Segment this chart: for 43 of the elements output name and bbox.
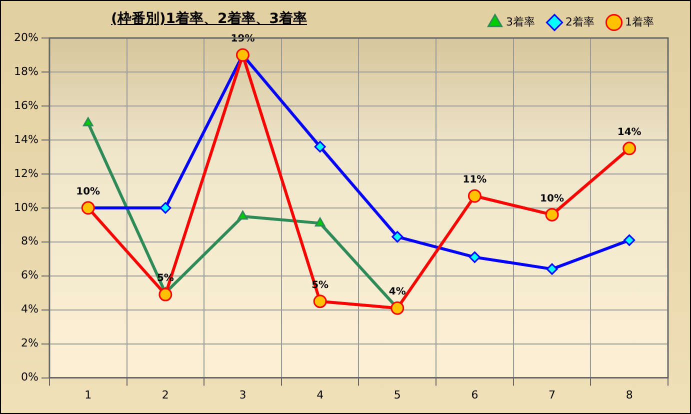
y-tick-label: 2%	[20, 336, 38, 350]
x-tick-label: 7	[548, 388, 556, 402]
y-tick-label: 20%	[14, 30, 38, 44]
x-tick-label: 1	[84, 388, 92, 402]
x-tick-label: 2	[162, 388, 169, 402]
legend-label: 2着率	[566, 15, 595, 28]
x-tick-label: 3	[239, 388, 246, 402]
x-tick-label: 6	[471, 388, 478, 402]
point	[314, 140, 326, 152]
data-label: 10%	[540, 193, 564, 204]
point	[545, 208, 559, 222]
y-tick-label: 4%	[20, 302, 38, 316]
point	[313, 294, 327, 308]
point	[390, 301, 404, 315]
chart-title: (枠番別)1着率、2着率、3着率	[111, 10, 308, 28]
y-tick-label: 0%	[20, 370, 38, 384]
y-tick-label: 16%	[14, 98, 38, 112]
point	[468, 251, 480, 263]
y-tick-label: 10%	[14, 200, 38, 214]
y-tick-label: 14%	[14, 132, 38, 146]
point	[158, 288, 172, 302]
point	[160, 202, 172, 214]
y-tick-label: 6%	[20, 268, 38, 282]
point	[392, 231, 404, 243]
y-tick-label: 8%	[20, 234, 38, 248]
point	[624, 234, 636, 246]
data-label: 14%	[617, 127, 642, 138]
x-tick-label: 5	[394, 388, 401, 402]
y-tick-label: 18%	[14, 64, 38, 78]
x-tick-label: 8	[626, 388, 633, 402]
point	[546, 263, 558, 275]
legend-label: 3着率	[506, 15, 536, 28]
data-label: 10%	[76, 186, 100, 198]
point	[238, 210, 248, 220]
point	[314, 217, 326, 226]
y-tick-label: 12%	[14, 166, 38, 180]
point	[622, 142, 636, 156]
data-label: 11%	[462, 174, 487, 186]
x-tick-label: 4	[316, 388, 324, 402]
point	[468, 189, 482, 203]
legend-label: 1着率	[625, 15, 654, 28]
point	[83, 117, 94, 126]
data-label: 4%	[388, 286, 406, 298]
